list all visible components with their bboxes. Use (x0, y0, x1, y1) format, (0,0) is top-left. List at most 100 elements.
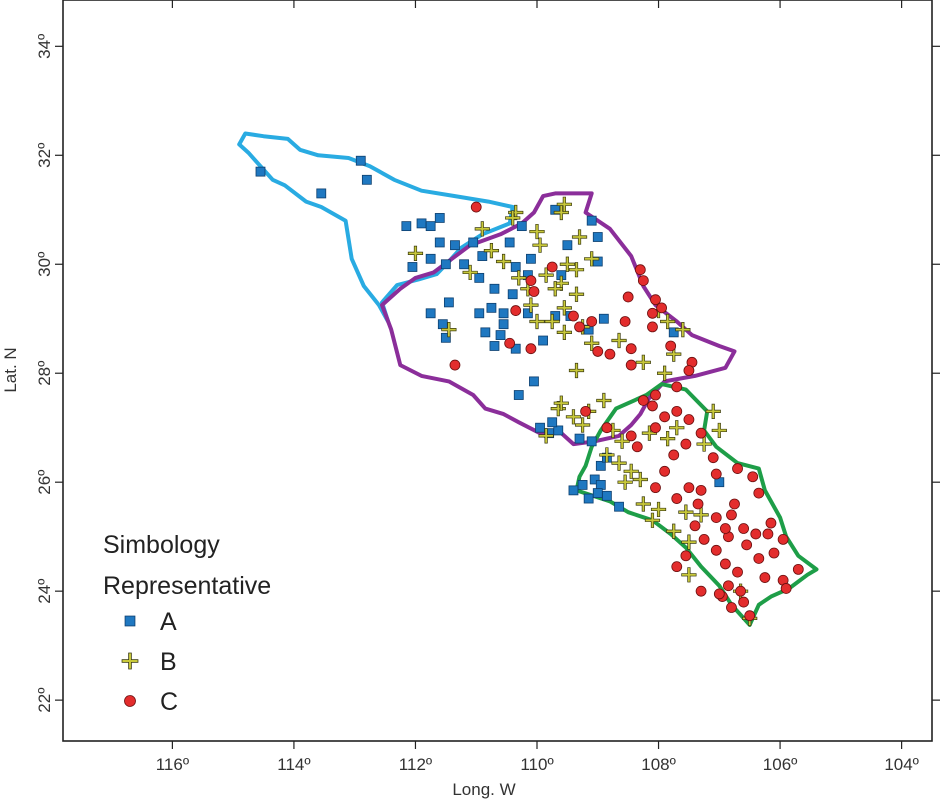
y-tick-label: 34º (35, 34, 54, 59)
point-B (544, 313, 560, 330)
point-A (598, 313, 609, 324)
point-B (705, 403, 721, 419)
x-tick-label: 108º (641, 755, 676, 774)
y-tick-label: 28º (35, 361, 54, 386)
point-B (617, 474, 633, 490)
point-C (747, 471, 759, 483)
point-A (538, 335, 548, 346)
point-A (255, 166, 266, 177)
legend-entries: ABC (121, 608, 178, 716)
point-B (678, 504, 694, 520)
y-axis-title: Lat. N (1, 347, 20, 392)
point-A (425, 221, 436, 232)
point-A (522, 308, 533, 319)
point-B (666, 523, 682, 539)
point-C (732, 463, 743, 474)
point-C (625, 343, 637, 355)
point-B (681, 534, 697, 550)
point-B (650, 501, 667, 518)
point-C (528, 286, 540, 297)
point-A (440, 259, 451, 270)
point-B (474, 221, 490, 237)
point-B (611, 455, 627, 471)
point-B (462, 264, 478, 281)
point-C (750, 528, 762, 540)
point-A (425, 308, 436, 319)
point-C (792, 563, 804, 575)
legend-symbol-C (124, 695, 136, 707)
point-B (599, 447, 615, 463)
point-B (681, 567, 697, 583)
point-B (660, 431, 676, 447)
point-A (577, 480, 588, 490)
point-B (556, 300, 572, 316)
point-C (683, 414, 695, 425)
point-B (556, 324, 572, 340)
point-C (656, 302, 667, 314)
point-A (355, 155, 366, 166)
point-B (495, 253, 512, 270)
point-C (741, 539, 753, 551)
point-C (574, 321, 585, 333)
point-C (634, 264, 646, 276)
point-B (611, 332, 627, 349)
point-A (507, 289, 518, 300)
x-tick-label: 104º (884, 755, 919, 774)
point-C (668, 449, 680, 461)
point-A (583, 493, 594, 504)
legend: Simbology Representative ABC (103, 531, 271, 716)
point-C (592, 346, 604, 357)
point-A (586, 215, 597, 226)
point-A (510, 262, 521, 272)
point-A (489, 341, 500, 351)
point-C (449, 359, 461, 371)
point-C (647, 307, 658, 319)
point-A (586, 436, 597, 447)
point-C (707, 452, 719, 464)
point-A (443, 297, 454, 308)
point-A (595, 460, 606, 471)
point-A (562, 240, 573, 251)
point-A (668, 327, 679, 338)
point-B (568, 262, 585, 278)
point-C (777, 534, 789, 545)
point-C (586, 316, 598, 327)
point-C (765, 517, 777, 529)
point-B (596, 392, 612, 409)
point-B (568, 362, 585, 379)
point-A (568, 485, 579, 496)
point-C (695, 585, 707, 597)
point-A (489, 283, 500, 294)
point-C (671, 493, 683, 504)
point-C (631, 441, 643, 453)
point-A (474, 272, 485, 283)
point-C (710, 512, 722, 524)
point-C (470, 201, 482, 213)
point-C (671, 561, 683, 573)
point-B (644, 512, 661, 528)
point-B (556, 196, 572, 212)
data-points (255, 155, 804, 627)
point-A (589, 474, 600, 485)
point-A (468, 237, 479, 248)
region-outline (237, 131, 515, 324)
point-A (407, 262, 418, 272)
point-C (738, 523, 750, 534)
point-A (437, 319, 448, 330)
y-tick-label: 22º (35, 688, 54, 713)
point-C (619, 316, 631, 327)
point-B (565, 409, 582, 425)
legend-label-B: B (160, 648, 177, 676)
y-tick-label: 26º (35, 470, 54, 495)
point-B (511, 270, 527, 286)
point-C (665, 340, 677, 352)
point-C (650, 482, 661, 494)
point-A (474, 308, 485, 319)
point-C (710, 544, 722, 556)
point-B (584, 335, 600, 351)
point-A (459, 259, 469, 270)
point-C (680, 550, 692, 562)
point-C (768, 547, 780, 559)
point-C (637, 395, 649, 406)
